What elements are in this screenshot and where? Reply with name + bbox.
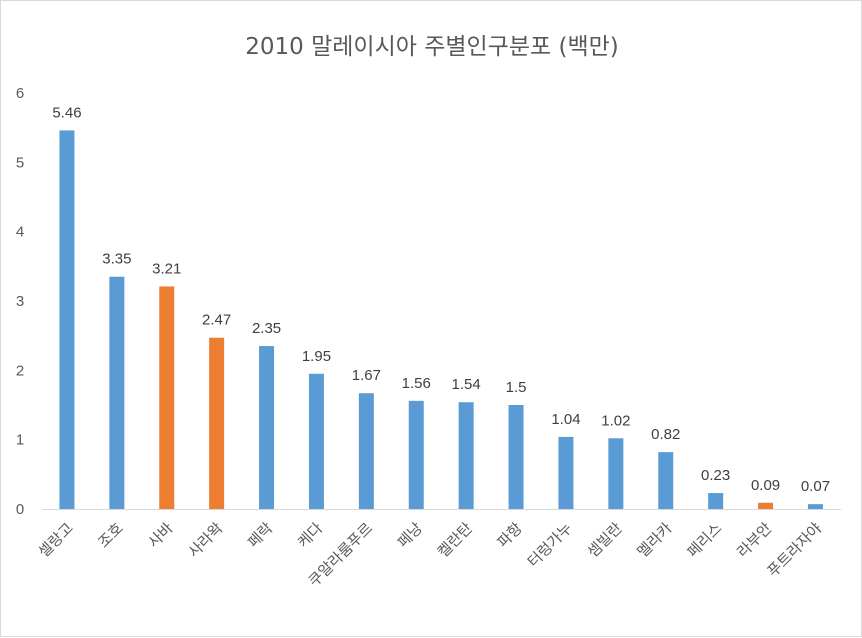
category-label: 켈란탄 (434, 519, 476, 561)
bar (508, 405, 524, 509)
bar (758, 502, 774, 509)
data-label: 1.5 (506, 379, 527, 396)
data-labels: 5.46 3.35 3.21 2.47 2.35 1.95 1.67 1.56 1.54 1.5 1… (52, 104, 830, 495)
category-label: 사라왁 (184, 519, 226, 561)
category-label: 페낭 (394, 519, 426, 551)
data-label: 1.04 (551, 411, 580, 428)
data-label: 1.95 (302, 348, 331, 365)
bar (608, 438, 624, 509)
category-label: 사바 (144, 519, 176, 551)
data-label: 5.46 (52, 104, 81, 121)
y-tick-label: 6 (16, 85, 24, 102)
data-label: 0.23 (701, 467, 730, 484)
category-label: 멜라카 (634, 519, 676, 561)
bar (209, 337, 225, 509)
data-label: 1.54 (452, 376, 481, 393)
bar (458, 402, 474, 509)
category-label: 셀랑고 (35, 519, 77, 561)
bar (358, 393, 374, 509)
data-label: 0.09 (751, 477, 780, 494)
category-label: 페리스 (683, 519, 725, 561)
y-axis-ticks: 0 1 2 3 4 5 6 (16, 85, 24, 518)
y-tick-label: 3 (16, 293, 24, 310)
bar (558, 436, 574, 509)
bar (259, 346, 275, 509)
chart-title: 2010 말레이시아 주별인구분포 (백만) (245, 34, 619, 60)
data-label: 2.35 (252, 320, 281, 337)
bar (658, 452, 674, 509)
bar (308, 373, 324, 509)
y-tick-label: 2 (16, 362, 24, 379)
bar (807, 504, 823, 509)
bar (708, 493, 724, 509)
data-label: 2.47 (202, 312, 231, 329)
data-label: 1.56 (402, 375, 431, 392)
bar (408, 400, 424, 509)
bar (59, 130, 75, 509)
data-label: 1.67 (352, 367, 381, 384)
y-tick-label: 4 (16, 224, 24, 241)
data-label: 3.21 (152, 260, 181, 277)
bar-series (59, 130, 823, 509)
data-label: 3.35 (102, 251, 131, 268)
category-label: 페락 (244, 519, 276, 551)
category-label: 파항 (494, 519, 526, 551)
bar (109, 276, 125, 509)
y-tick-label: 1 (16, 432, 24, 449)
category-label: 라부안 (733, 519, 775, 561)
data-label: 1.02 (601, 412, 630, 429)
y-tick-label: 5 (16, 154, 24, 171)
category-label: 푸트라자야 (764, 519, 826, 581)
data-label: 0.07 (801, 478, 830, 495)
bar (159, 286, 175, 509)
category-label: 터렁가누 (524, 519, 576, 571)
category-label: 셈빌란 (584, 519, 626, 561)
y-tick-label: 0 (16, 501, 24, 518)
category-label: 케다 (294, 519, 326, 551)
data-label: 0.82 (651, 426, 680, 443)
category-label: 조호 (94, 519, 126, 551)
